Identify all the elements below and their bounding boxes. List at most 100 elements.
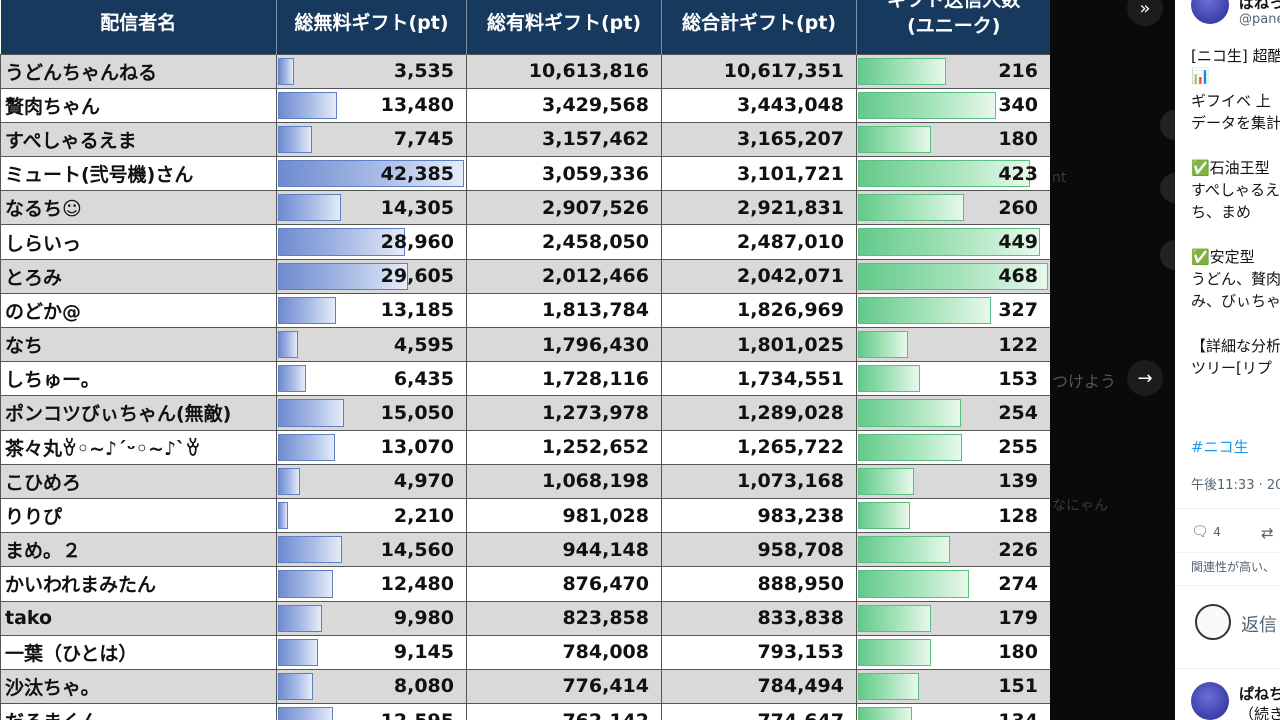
streamer-name-cell: すぺしゃるえま — [0, 121, 277, 158]
free-gift-value: 13,480 — [380, 94, 454, 117]
total-gift-cell: 983,238 — [661, 497, 857, 534]
paid-gift-cell: 2,458,050 — [466, 224, 662, 260]
free-gift-cell: 13,070 — [276, 429, 467, 465]
unique-senders-value: 153 — [998, 367, 1038, 390]
unique-senders-value: 180 — [998, 128, 1038, 151]
unique-senders-bar — [858, 331, 908, 359]
paid-gift-cell: 1,252,652 — [466, 429, 662, 465]
divider — [1175, 585, 1280, 586]
unique-senders-value: 327 — [998, 299, 1038, 322]
paid-gift-cell: 1,273,978 — [466, 395, 662, 431]
author-handle[interactable]: @pane — [1239, 12, 1280, 27]
paid-gift-cell: 784,008 — [466, 634, 662, 670]
total-gift-cell: 888,950 — [661, 566, 857, 602]
free-gift-cell: 4,970 — [276, 463, 467, 499]
table-row: かいわれまみたん 12,480 876,470 888,950 274 — [0, 566, 1050, 602]
paid-gift-cell: 1,068,198 — [466, 463, 662, 499]
unique-senders-value: 180 — [998, 641, 1038, 664]
free-gift-cell: 8,080 — [276, 668, 467, 705]
reply-avatar[interactable] — [1191, 682, 1229, 720]
unique-senders-bar — [858, 672, 919, 701]
table-row: しちゅー。 6,435 1,728,116 1,734,551 153 — [0, 361, 1050, 397]
total-gift-cell: 833,838 — [661, 600, 857, 636]
arrow-right-icon: → — [1137, 367, 1153, 389]
unique-senders-value: 134 — [998, 710, 1049, 720]
unique-senders-cell: 179 — [856, 600, 1050, 636]
streamer-name-cell: うどんちゃんねる — [0, 53, 277, 89]
streamer-name-cell: 一葉（ひとは） — [0, 634, 277, 670]
unique-senders-value: 139 — [998, 470, 1038, 493]
free-gift-cell: 15,050 — [276, 395, 467, 431]
next-image-button[interactable]: → — [1127, 360, 1163, 396]
reply-input[interactable]: 返信 — [1241, 615, 1277, 636]
streamer-name-cell: なち — [0, 326, 277, 363]
unique-senders-cell: 340 — [856, 87, 1050, 123]
reply-count-button[interactable]: 🗨 4 — [1191, 524, 1221, 540]
unique-senders-bar — [858, 536, 950, 564]
table-row: 茶々丸ꈊ◦~♪´ᵕ◦~♪`ꈊ 13,070 1,252,652 1,265,722 25… — [0, 429, 1050, 465]
free-gift-bar — [278, 262, 408, 290]
tweet-text-line: うどん、贅肉 — [1191, 270, 1280, 288]
free-gift-value: 28,960 — [380, 231, 454, 254]
free-gift-value: 15,050 — [380, 401, 454, 424]
total-gift-cell: 2,921,831 — [661, 190, 857, 226]
free-gift-value: 12,480 — [380, 572, 454, 595]
table-row: とろみ 29,605 2,012,466 2,042,071 468 — [0, 258, 1050, 294]
table-body: うどんちゃんねる 3,535 10,613,816 10,617,351 216 贅肉ちゃ… — [0, 53, 1050, 720]
streamer-name-cell: ポンコツびぃちゃん(無敵) — [0, 395, 277, 431]
table-row: すぺしゃるえま 7,745 3,157,462 3,165,207 180 — [0, 121, 1050, 158]
free-gift-value: 9,980 — [393, 607, 454, 630]
unique-senders-cell: 468 — [856, 258, 1050, 294]
unique-senders-cell: 260 — [856, 190, 1050, 226]
total-gift-cell: 10,617,351 — [661, 53, 857, 89]
unique-senders-bar — [858, 570, 969, 598]
streamer-name-cell: しらいっ — [0, 224, 277, 260]
total-gift-cell: 1,801,025 — [661, 326, 857, 363]
header-unique-senders: ギフト送信人数 (ユニーク) — [856, 0, 1050, 54]
reply-author-name[interactable]: ぱねち — [1239, 685, 1280, 703]
tweet-timestamp[interactable]: 午後11:33 · 20 — [1191, 478, 1280, 493]
sort-replies-label[interactable]: 関連性が高い、 — [1191, 560, 1276, 574]
unique-senders-bar — [858, 433, 962, 461]
table-row: りりぴ 2,210 981,028 983,238 128 — [0, 497, 1050, 534]
retweet-icon[interactable]: ⇄ — [1261, 524, 1274, 542]
free-gift-cell: 9,145 — [276, 634, 467, 670]
backdrop-circle — [1160, 110, 1175, 140]
hashtag-link[interactable]: #ニコ生 — [1191, 438, 1249, 456]
free-gift-value: 8,080 — [393, 675, 454, 698]
total-gift-cell: 3,443,048 — [661, 87, 857, 123]
backdrop-text: nt — [1052, 170, 1067, 186]
free-gift-cell: 29,605 — [276, 258, 467, 294]
free-gift-value: 9,145 — [393, 641, 454, 664]
tweet-text-line: ✅安定型 — [1191, 247, 1255, 266]
streamer-name-cell: しちゅー。 — [0, 361, 277, 397]
free-gift-bar — [278, 672, 313, 701]
unique-senders-value: 423 — [998, 162, 1038, 185]
expand-button[interactable]: » — [1127, 0, 1163, 26]
free-gift-bar — [278, 707, 333, 720]
unique-senders-cell: 153 — [856, 361, 1050, 397]
table-row: まめ。２ 14,560 944,148 958,708 226 — [0, 532, 1050, 568]
free-gift-cell: 14,305 — [276, 190, 467, 226]
unique-senders-bar — [858, 604, 931, 632]
unique-senders-bar — [858, 262, 1048, 290]
free-gift-cell: 9,980 — [276, 600, 467, 636]
author-name[interactable]: ぱねっ — [1239, 0, 1280, 12]
unique-senders-bar — [858, 399, 961, 427]
unique-senders-bar — [858, 501, 910, 530]
streamer-name-cell: なるち☺ — [0, 190, 277, 226]
total-gift-cell: 1,265,722 — [661, 429, 857, 465]
unique-senders-bar — [858, 467, 914, 495]
avatar[interactable] — [1191, 0, 1229, 24]
free-gift-cell: 3,535 — [276, 53, 467, 89]
double-chevron-right-icon: » — [1139, 0, 1151, 19]
table-row: だるまくん 12,595762,142774,647 134 — [0, 703, 1050, 720]
header-senders-line1: ギフト送信人数 — [887, 0, 1021, 11]
paid-gift-cell: 3,157,462 — [466, 121, 662, 158]
gift-ranking-table: 配信者名 総無料ギフト(pt) 総有料ギフト(pt) 総合計ギフト(pt) ギフ… — [0, 0, 1050, 720]
free-gift-value: 13,185 — [380, 299, 454, 322]
table-row: 沙汰ちゃ。 8,080 776,414 784,494 151 — [0, 668, 1050, 705]
free-gift-bar — [278, 638, 318, 666]
unique-senders-cell: 180 — [856, 121, 1050, 158]
unique-senders-cell: 151 — [856, 668, 1050, 705]
